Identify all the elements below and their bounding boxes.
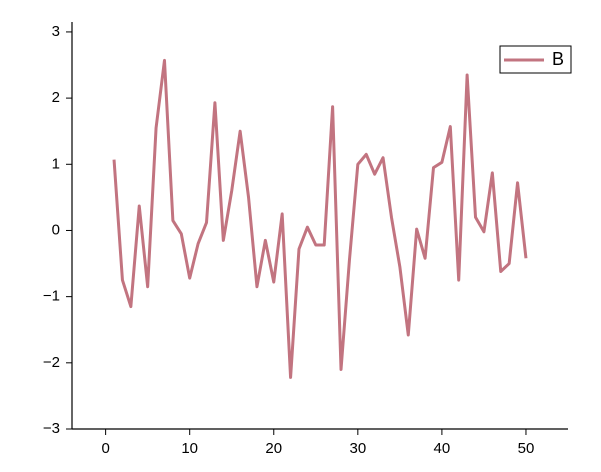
- legend-label: B: [552, 49, 564, 69]
- y-tick-label: 3: [52, 23, 60, 40]
- y-tick-label: −1: [43, 288, 60, 305]
- x-tick-label: 10: [181, 440, 198, 457]
- x-tick-label: 50: [518, 440, 535, 457]
- x-tick-label: 40: [434, 440, 451, 457]
- y-tick-label: −2: [43, 354, 60, 371]
- x-tick-label: 20: [265, 440, 282, 457]
- y-tick-label: 2: [52, 89, 60, 106]
- y-tick-label: −3: [43, 420, 60, 437]
- y-tick-label: 0: [52, 221, 60, 238]
- y-tick-label: 1: [52, 155, 60, 172]
- x-tick-label: 30: [349, 440, 366, 457]
- series-line: [112, 58, 528, 379]
- x-tick-label: 0: [101, 440, 109, 457]
